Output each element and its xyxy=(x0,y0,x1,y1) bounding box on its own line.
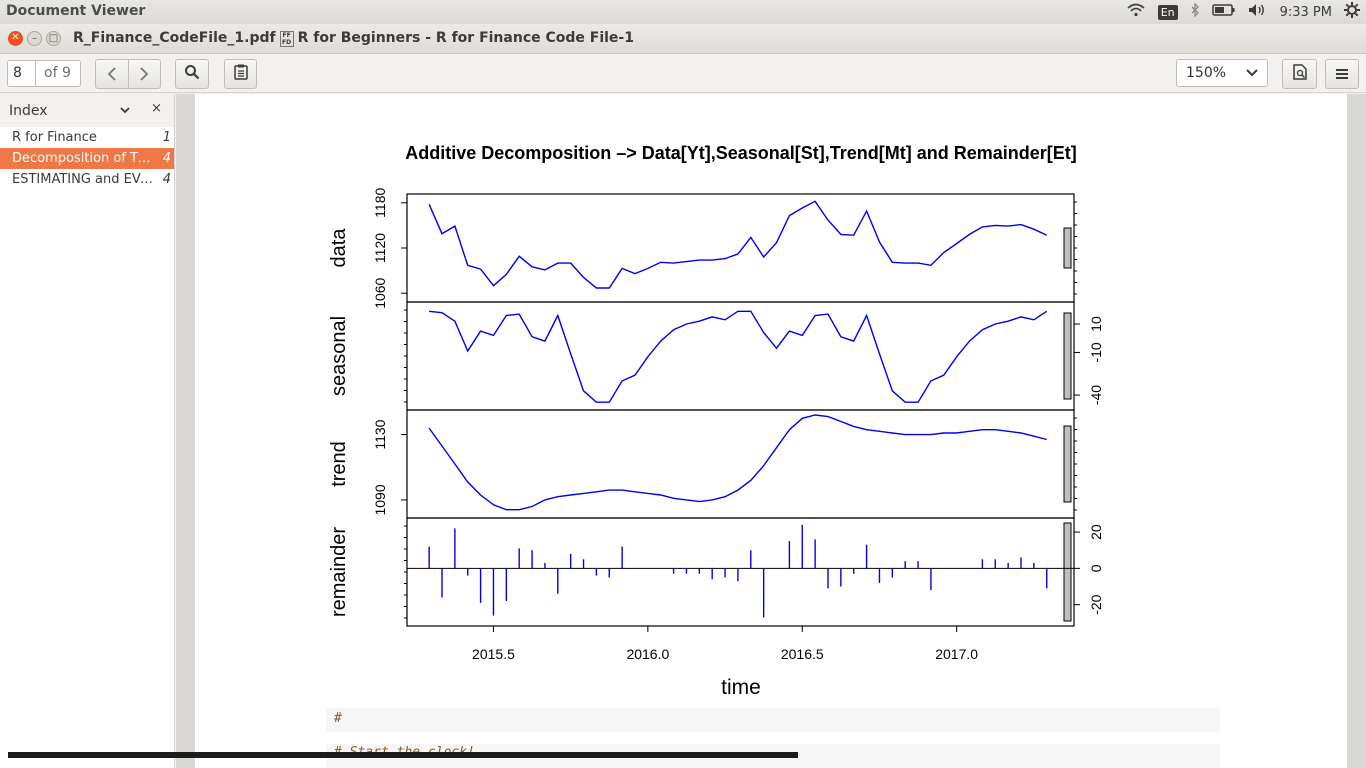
page-selector[interactable]: 8 of 9 xyxy=(7,60,81,87)
series-line-data xyxy=(428,200,1047,289)
system-tray: En 9:33 PM xyxy=(1126,2,1360,22)
y-tick-label: 1180 xyxy=(372,188,388,218)
index-item-page: 4 xyxy=(162,172,171,187)
sidebar-header: Index × xyxy=(0,94,174,127)
y-tick-label: -20 xyxy=(1088,594,1104,614)
volume-icon[interactable] xyxy=(1248,3,1268,21)
code-line: # xyxy=(326,708,1220,732)
zoom-select[interactable]: 150% xyxy=(1176,59,1268,87)
battery-icon[interactable] xyxy=(1211,4,1236,20)
index-item-page: 4 xyxy=(162,151,171,166)
panel-frame xyxy=(406,193,1075,303)
scale-bar xyxy=(1063,312,1072,400)
index-item-label: R for Finance xyxy=(12,130,97,145)
panel-label-trend: trend xyxy=(328,441,350,487)
search-icon xyxy=(184,64,200,84)
index-sidebar: Index × R for Finance 1 Decomposition of… xyxy=(0,94,175,768)
document-title: R for Beginners - R for Finance Code Fil… xyxy=(297,30,634,46)
scrollbar-track[interactable] xyxy=(8,752,798,758)
chevron-down-icon[interactable] xyxy=(119,102,131,122)
panel-label-seasonal: seasonal xyxy=(328,316,350,396)
x-tick-label: 2016.0 xyxy=(626,646,669,662)
x-tick-label: 2016.5 xyxy=(781,646,824,662)
y-tick-label: 0 xyxy=(1088,564,1104,572)
y-tick-label: 1060 xyxy=(372,277,388,308)
menu-button[interactable] xyxy=(1325,59,1359,89)
window-title-bar: ✕ – □ R_Finance_CodeFile_1.pdf FF FD R for … xyxy=(0,24,1366,54)
separator-icon: FF FD xyxy=(279,31,294,47)
series-line-trend xyxy=(428,414,1047,511)
scale-bar xyxy=(1063,425,1072,503)
document-view-icon xyxy=(1292,64,1307,84)
clock[interactable]: 9:33 PM xyxy=(1279,4,1332,20)
app-name: Document Viewer xyxy=(6,3,146,19)
x-tick-label: 2017.0 xyxy=(935,646,978,662)
toolbar: 8 of 9 150% xyxy=(0,55,1366,93)
view-mode-button[interactable] xyxy=(1282,59,1317,89)
panel-label-remainder: remainder xyxy=(328,527,350,617)
panel-frame xyxy=(406,517,1075,627)
chevron-down-icon xyxy=(1245,60,1259,95)
minimize-window-button[interactable]: – xyxy=(27,31,42,46)
bluetooth-icon[interactable] xyxy=(1190,2,1200,21)
index-item[interactable]: ESTIMATING and EVALUATING 4 xyxy=(0,169,174,190)
panel-frame xyxy=(406,409,1075,519)
index-list: R for Finance 1 Decomposition of Time Se… xyxy=(0,127,174,768)
y-tick-label: 20 xyxy=(1088,524,1104,540)
index-item-label: ESTIMATING and EVALUATING xyxy=(12,172,154,187)
maximize-window-button[interactable]: □ xyxy=(46,31,61,46)
index-item-selected[interactable]: Decomposition of Time Series 4 xyxy=(0,148,174,169)
annotations-button[interactable] xyxy=(224,59,257,89)
index-item-page: 1 xyxy=(162,130,171,145)
page-count-label: of 9 xyxy=(44,65,71,81)
index-item[interactable]: R for Finance 1 xyxy=(0,127,174,148)
sidebar-mode-label[interactable]: Index xyxy=(9,103,48,119)
scale-bar xyxy=(1063,522,1072,622)
y-tick-label: 1120 xyxy=(372,233,388,263)
keyboard-layout-indicator[interactable]: En xyxy=(1157,4,1178,20)
page-number-input[interactable]: 8 xyxy=(8,61,36,86)
x-tick-label: 2015.5 xyxy=(472,646,515,662)
chart-title: Additive Decomposition –> Data[Yt],Seaso… xyxy=(405,143,1077,163)
wifi-icon[interactable] xyxy=(1126,3,1146,21)
clipboard-icon xyxy=(233,64,248,84)
panel-frame xyxy=(406,301,1075,411)
y-tick-label: -10 xyxy=(1088,342,1104,362)
scale-bar xyxy=(1063,227,1072,269)
search-button[interactable] xyxy=(175,59,209,89)
previous-page-button[interactable] xyxy=(96,60,129,88)
series-line-seasonal xyxy=(429,310,1048,403)
gear-icon[interactable] xyxy=(1344,2,1360,22)
hamburger-menu-icon xyxy=(1335,65,1349,84)
window-title: R_Finance_CodeFile_1.pdf FF FD R for Beginn… xyxy=(73,30,634,47)
decomposition-chart: Additive Decomposition –> Data[Yt],Seaso… xyxy=(328,143,1104,699)
y-tick-label: -40 xyxy=(1088,385,1104,405)
close-sidebar-icon[interactable]: × xyxy=(151,101,162,116)
panel-label-data: data xyxy=(328,228,350,268)
system-top-bar: Document Viewer En 9:33 PM xyxy=(0,0,1366,24)
pdf-page: Additive Decomposition –> Data[Yt],Seaso… xyxy=(195,94,1347,768)
y-tick-label: 1130 xyxy=(372,419,388,449)
page-navigation xyxy=(95,59,161,89)
next-page-button[interactable] xyxy=(129,60,161,88)
x-axis-label: time xyxy=(721,676,761,699)
index-item-label: Decomposition of Time Series xyxy=(12,151,154,166)
y-tick-label: 1090 xyxy=(372,484,388,515)
document-viewport[interactable]: Additive Decomposition –> Data[Yt],Seaso… xyxy=(176,94,1366,768)
zoom-value: 150% xyxy=(1186,65,1227,81)
close-window-button[interactable]: ✕ xyxy=(8,31,23,46)
document-filename: R_Finance_CodeFile_1.pdf xyxy=(73,30,276,46)
y-tick-label: 10 xyxy=(1088,316,1104,332)
